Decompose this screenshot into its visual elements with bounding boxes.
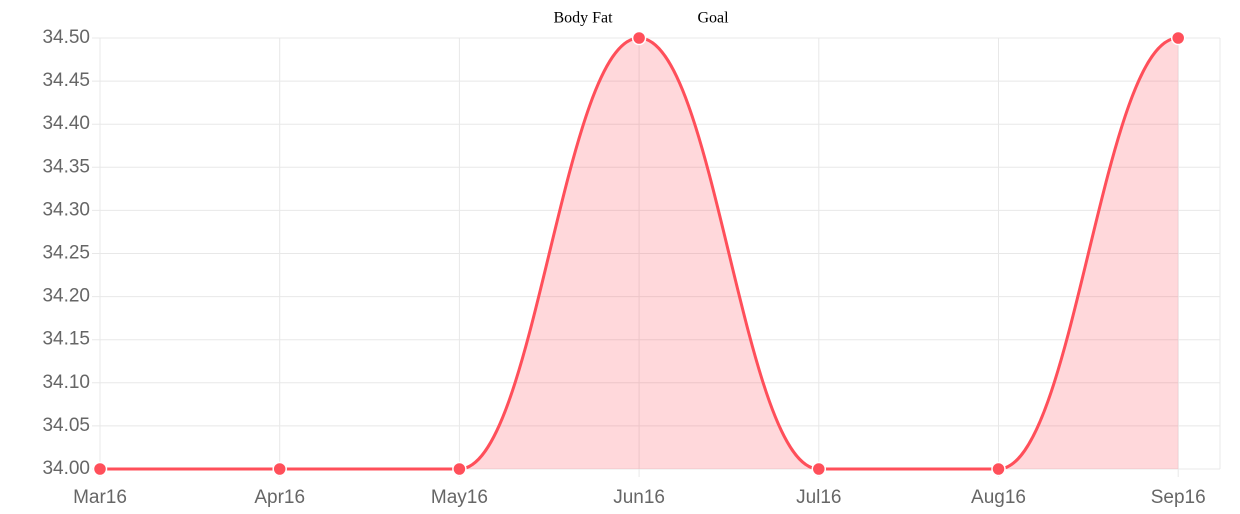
y-tick-label: 34.05 [42,415,90,436]
y-tick-label: 34.25 [42,243,90,264]
y-tick-label: 34.35 [42,156,90,177]
y-tick-label: 34.50 [42,27,90,48]
legend-label: Body Fat [553,10,613,27]
point [631,30,647,46]
area [100,38,1179,469]
x-tick-label: May16 [431,487,488,508]
x-tick-label: Aug16 [971,487,1026,508]
point [811,461,827,477]
legend-label: Goal [697,10,729,27]
y-tick-label: 34.15 [42,329,90,350]
y-tick-label: 34.40 [42,113,90,134]
y-tick-label: 34.30 [42,199,90,220]
y-tick-label: 34.20 [42,286,90,307]
point [452,461,467,477]
x-tick-label: Jul16 [796,487,841,508]
point [92,461,108,477]
line [100,36,1179,471]
point [272,461,287,477]
y-tick-label: 34.00 [42,458,90,479]
point [991,461,1006,477]
x-tick-label: Sep16 [1151,487,1206,508]
x-tick-label: Jun16 [613,487,665,508]
x-tick-label: Apr16 [254,487,305,508]
x-tick-label: Mar16 [73,487,127,508]
y-tick-label: 34.45 [42,70,90,91]
y-tick-label: 34.10 [42,372,90,393]
point [1170,30,1186,46]
